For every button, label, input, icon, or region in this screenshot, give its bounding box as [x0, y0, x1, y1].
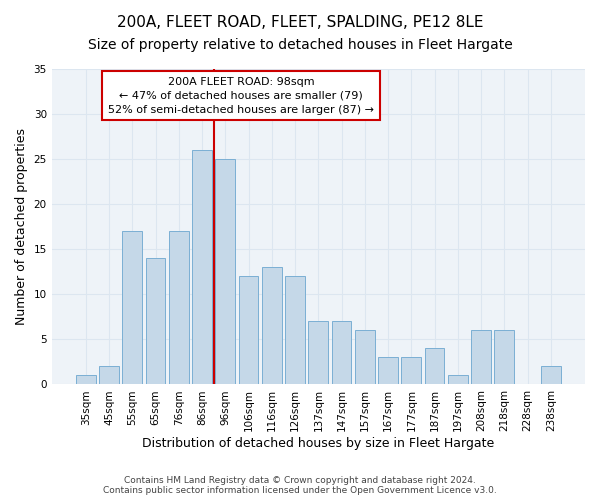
Bar [239, 276, 259, 384]
Bar [215, 159, 235, 384]
Bar [122, 231, 142, 384]
Bar [448, 376, 468, 384]
Text: Size of property relative to detached houses in Fleet Hargate: Size of property relative to detached ho… [88, 38, 512, 52]
Y-axis label: Number of detached properties: Number of detached properties [15, 128, 28, 325]
Text: 200A, FLEET ROAD, FLEET, SPALDING, PE12 8LE: 200A, FLEET ROAD, FLEET, SPALDING, PE12 … [117, 15, 483, 30]
Bar [169, 231, 188, 384]
Bar [285, 276, 305, 384]
Bar [401, 358, 421, 384]
X-axis label: Distribution of detached houses by size in Fleet Hargate: Distribution of detached houses by size … [142, 437, 494, 450]
Bar [76, 376, 95, 384]
Bar [262, 268, 282, 384]
Bar [146, 258, 166, 384]
Bar [378, 358, 398, 384]
Bar [494, 330, 514, 384]
Bar [308, 322, 328, 384]
Bar [99, 366, 119, 384]
Text: 200A FLEET ROAD: 98sqm
← 47% of detached houses are smaller (79)
52% of semi-det: 200A FLEET ROAD: 98sqm ← 47% of detached… [108, 77, 374, 115]
Bar [355, 330, 375, 384]
Bar [192, 150, 212, 384]
Bar [332, 322, 352, 384]
Bar [471, 330, 491, 384]
Text: Contains HM Land Registry data © Crown copyright and database right 2024.
Contai: Contains HM Land Registry data © Crown c… [103, 476, 497, 495]
Bar [541, 366, 561, 384]
Bar [425, 348, 445, 384]
